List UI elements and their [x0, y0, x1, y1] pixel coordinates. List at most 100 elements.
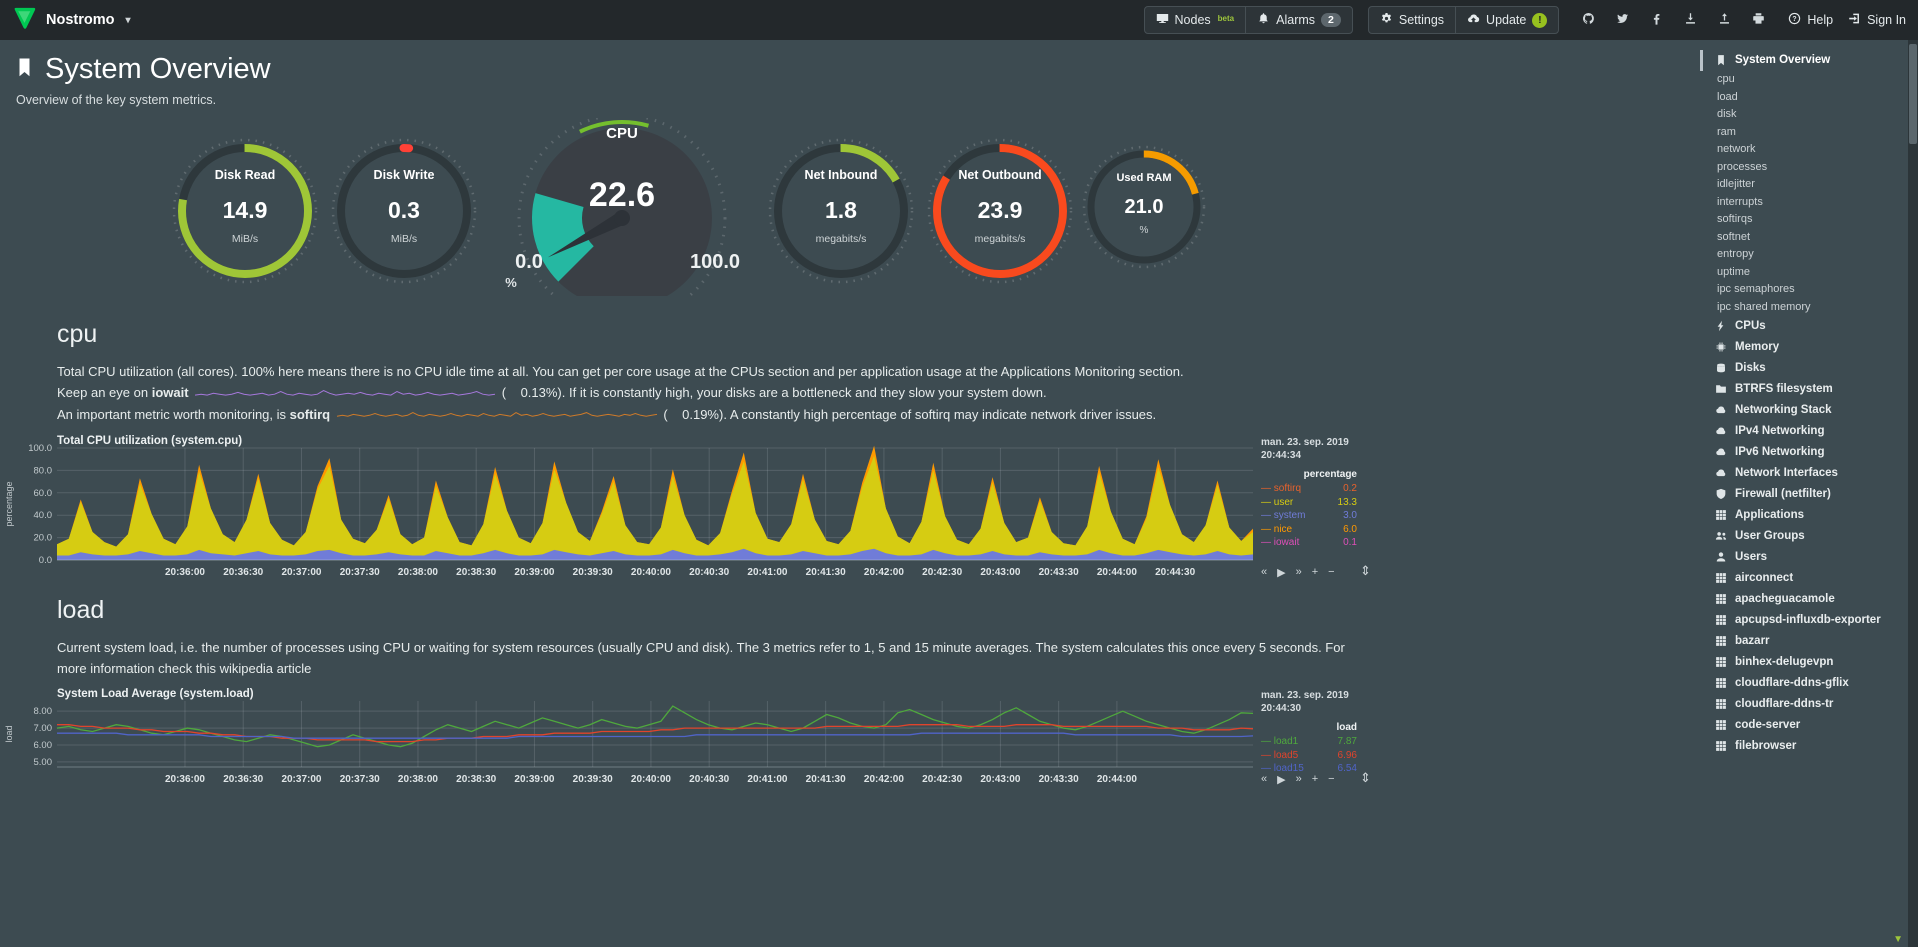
- sidebar-item-processes[interactable]: processes: [1700, 159, 1906, 177]
- update-button[interactable]: Update !: [1456, 7, 1558, 33]
- sidebar-item-filebrowser[interactable]: filebrowser: [1700, 736, 1906, 757]
- cpu-chart-resize-handle-icon[interactable]: ⇕: [1360, 563, 1371, 579]
- sidebar-item-ipv4-networking[interactable]: IPv4 Networking: [1700, 421, 1906, 442]
- gauge-net-inbound[interactable]: Net Inbound 1.8 megabits/s: [766, 126, 916, 301]
- scrollbar-thumb[interactable]: [1909, 44, 1917, 144]
- sidebar-item-label: interrupts: [1717, 195, 1763, 208]
- sidebar-item-cloudflare-ddns-tr[interactable]: cloudflare-ddns-tr: [1700, 694, 1906, 715]
- sidebar-item-network-interfaces[interactable]: Network Interfaces: [1700, 463, 1906, 484]
- gauge-net-outbound[interactable]: Net Outbound 23.9 megabits/s: [925, 126, 1075, 301]
- signin-button[interactable]: Sign In: [1848, 12, 1906, 28]
- sidebar-item-airconnect[interactable]: airconnect: [1700, 568, 1906, 589]
- sidebar-item-ram[interactable]: ram: [1700, 124, 1906, 142]
- github-button[interactable]: [1580, 10, 1597, 30]
- sidebar-item-bazarr[interactable]: bazarr: [1700, 631, 1906, 652]
- pan-backward-button-icon[interactable]: «: [1261, 773, 1268, 786]
- sidebar-item-ipc-shared-memory[interactable]: ipc shared memory: [1700, 299, 1906, 317]
- legend-item-softirq[interactable]: — softirq 0.2: [1261, 482, 1357, 496]
- gauge-disk-write[interactable]: Disk Write 0.3 MiB/s: [329, 126, 479, 301]
- alarms-button[interactable]: Alarms 2: [1246, 7, 1352, 33]
- legend-item-load5[interactable]: — load5 6.96: [1261, 749, 1357, 763]
- pan-backward-button-icon[interactable]: «: [1261, 566, 1268, 579]
- sidebar-item-network[interactable]: network: [1700, 141, 1906, 159]
- settings-update-group: Settings Update !: [1367, 6, 1560, 34]
- sidebar-item-memory[interactable]: Memory: [1700, 337, 1906, 358]
- cpu-chart-toolbox: « ▶ » + −: [1261, 566, 1335, 579]
- zoom-out-button-icon[interactable]: −: [1328, 566, 1335, 579]
- cpu-chart-canvas[interactable]: Total CPU utilization (system.cpu) percen…: [0, 434, 1253, 582]
- sidebar-item-softirqs[interactable]: softirqs: [1700, 211, 1906, 229]
- sidebar-item-cpus[interactable]: CPUs: [1700, 316, 1906, 337]
- legend-item-user[interactable]: — user 13.3: [1261, 496, 1357, 510]
- sidebar-item-system-overview[interactable]: System Overview: [1700, 50, 1906, 71]
- svg-text:20:39:30: 20:39:30: [573, 567, 613, 578]
- sidebar-item-label: load: [1717, 90, 1738, 103]
- iowait-desc-pre: Keep an eye on: [57, 385, 152, 400]
- pan-forward-button-icon[interactable]: »: [1295, 773, 1302, 786]
- legend-item-system[interactable]: — system 3.0: [1261, 509, 1357, 523]
- settings-button[interactable]: Settings: [1369, 7, 1457, 33]
- play-button-icon[interactable]: ▶: [1277, 567, 1286, 580]
- node-selector[interactable]: Nostromo ▾: [12, 6, 131, 35]
- sidebar-item-load[interactable]: load: [1700, 89, 1906, 107]
- help-button[interactable]: ? Help: [1788, 12, 1833, 28]
- import-snapshot-button[interactable]: [1716, 10, 1733, 30]
- sidebar-item-binhex-delugevpn[interactable]: binhex-delugevpn: [1700, 652, 1906, 673]
- sidebar-item-applications[interactable]: Applications: [1700, 505, 1906, 526]
- load-chart-resize-handle-icon[interactable]: ⇕: [1360, 770, 1371, 786]
- legend-item-nice[interactable]: — nice 6.0: [1261, 523, 1357, 537]
- svg-text:?: ?: [1793, 16, 1797, 23]
- facebook-button[interactable]: [1648, 10, 1665, 30]
- sidebar-item-btrfs-filesystem[interactable]: BTRFS filesystem: [1700, 379, 1906, 400]
- legend-item-iowait[interactable]: — iowait 0.1: [1261, 536, 1357, 550]
- sidebar-item-disks[interactable]: Disks: [1700, 358, 1906, 379]
- settings-label: Settings: [1398, 13, 1445, 27]
- print-button[interactable]: [1750, 10, 1767, 30]
- svg-text:20:40:00: 20:40:00: [631, 774, 671, 785]
- gauge-used-ram[interactable]: Used RAM 21.0 %: [1079, 129, 1209, 284]
- sidebar-item-ipv6-networking[interactable]: IPv6 Networking: [1700, 442, 1906, 463]
- sidebar-item-apacheguacamole[interactable]: apacheguacamole: [1700, 589, 1906, 610]
- grid-icon: [1715, 656, 1728, 668]
- svg-text:20:43:30: 20:43:30: [1039, 774, 1079, 785]
- sidebar-item-softnet[interactable]: softnet: [1700, 229, 1906, 247]
- zoom-out-button-icon[interactable]: −: [1328, 773, 1335, 786]
- svg-text:Used RAM: Used RAM: [1116, 172, 1171, 184]
- sidebar-item-cpu[interactable]: cpu: [1700, 71, 1906, 89]
- sidebar-item-label: Network Interfaces: [1735, 467, 1838, 479]
- play-button-icon[interactable]: ▶: [1277, 774, 1286, 787]
- page-scrollbar[interactable]: [1908, 40, 1918, 947]
- gauge-disk-read[interactable]: Disk Read 14.9 MiB/s: [170, 126, 320, 301]
- sidebar-item-apcupsd-influxdb-exporter[interactable]: apcupsd-influxdb-exporter: [1700, 610, 1906, 631]
- load-chart-canvas[interactable]: System Load Average (system.load) load 5.0…: [0, 687, 1254, 789]
- svg-text:System Load Average (system.lo: System Load Average (system.load): [57, 688, 254, 700]
- sidebar-item-ipc-semaphores[interactable]: ipc semaphores: [1700, 281, 1906, 299]
- sidebar-item-label: softnet: [1717, 230, 1751, 243]
- sidebar-item-user-groups[interactable]: User Groups: [1700, 526, 1906, 547]
- sidebar-item-cloudflare-ddns-gflix[interactable]: cloudflare-ddns-gflix: [1700, 673, 1906, 694]
- sidebar-item-entropy[interactable]: entropy: [1700, 246, 1906, 264]
- sidebar-item-users[interactable]: Users: [1700, 547, 1906, 568]
- svg-text:1.8: 1.8: [825, 197, 857, 223]
- sidebar-item-idlejitter[interactable]: idlejitter: [1700, 176, 1906, 194]
- svg-text:20:38:30: 20:38:30: [456, 774, 496, 785]
- nodes-button[interactable]: Nodes beta: [1145, 7, 1247, 33]
- sidebar-item-disk[interactable]: disk: [1700, 106, 1906, 124]
- svg-text:20:37:00: 20:37:00: [281, 567, 321, 578]
- svg-text:80.0: 80.0: [34, 466, 53, 477]
- pan-forward-button-icon[interactable]: »: [1295, 566, 1302, 579]
- legend-item-load15[interactable]: — load15 6.54: [1261, 762, 1357, 776]
- sidebar-item-interrupts[interactable]: interrupts: [1700, 194, 1906, 212]
- sidebar-item-networking-stack[interactable]: Networking Stack: [1700, 400, 1906, 421]
- zoom-in-button-icon[interactable]: +: [1311, 773, 1319, 786]
- svg-text:23.9: 23.9: [978, 197, 1023, 223]
- gauge-cpu[interactable]: CPU 22.6 0.0 100.0 %: [497, 113, 747, 323]
- legend-item-load1[interactable]: — load1 7.87: [1261, 735, 1357, 749]
- export-snapshot-button[interactable]: [1682, 10, 1699, 30]
- sidebar-item-uptime[interactable]: uptime: [1700, 264, 1906, 282]
- sidebar-item-firewall-netfilter[interactable]: Firewall (netfilter): [1700, 484, 1906, 505]
- svg-text:20:42:00: 20:42:00: [864, 774, 904, 785]
- twitter-button[interactable]: [1614, 10, 1631, 30]
- zoom-in-button-icon[interactable]: +: [1311, 566, 1319, 579]
- sidebar-item-code-server[interactable]: code-server: [1700, 715, 1906, 736]
